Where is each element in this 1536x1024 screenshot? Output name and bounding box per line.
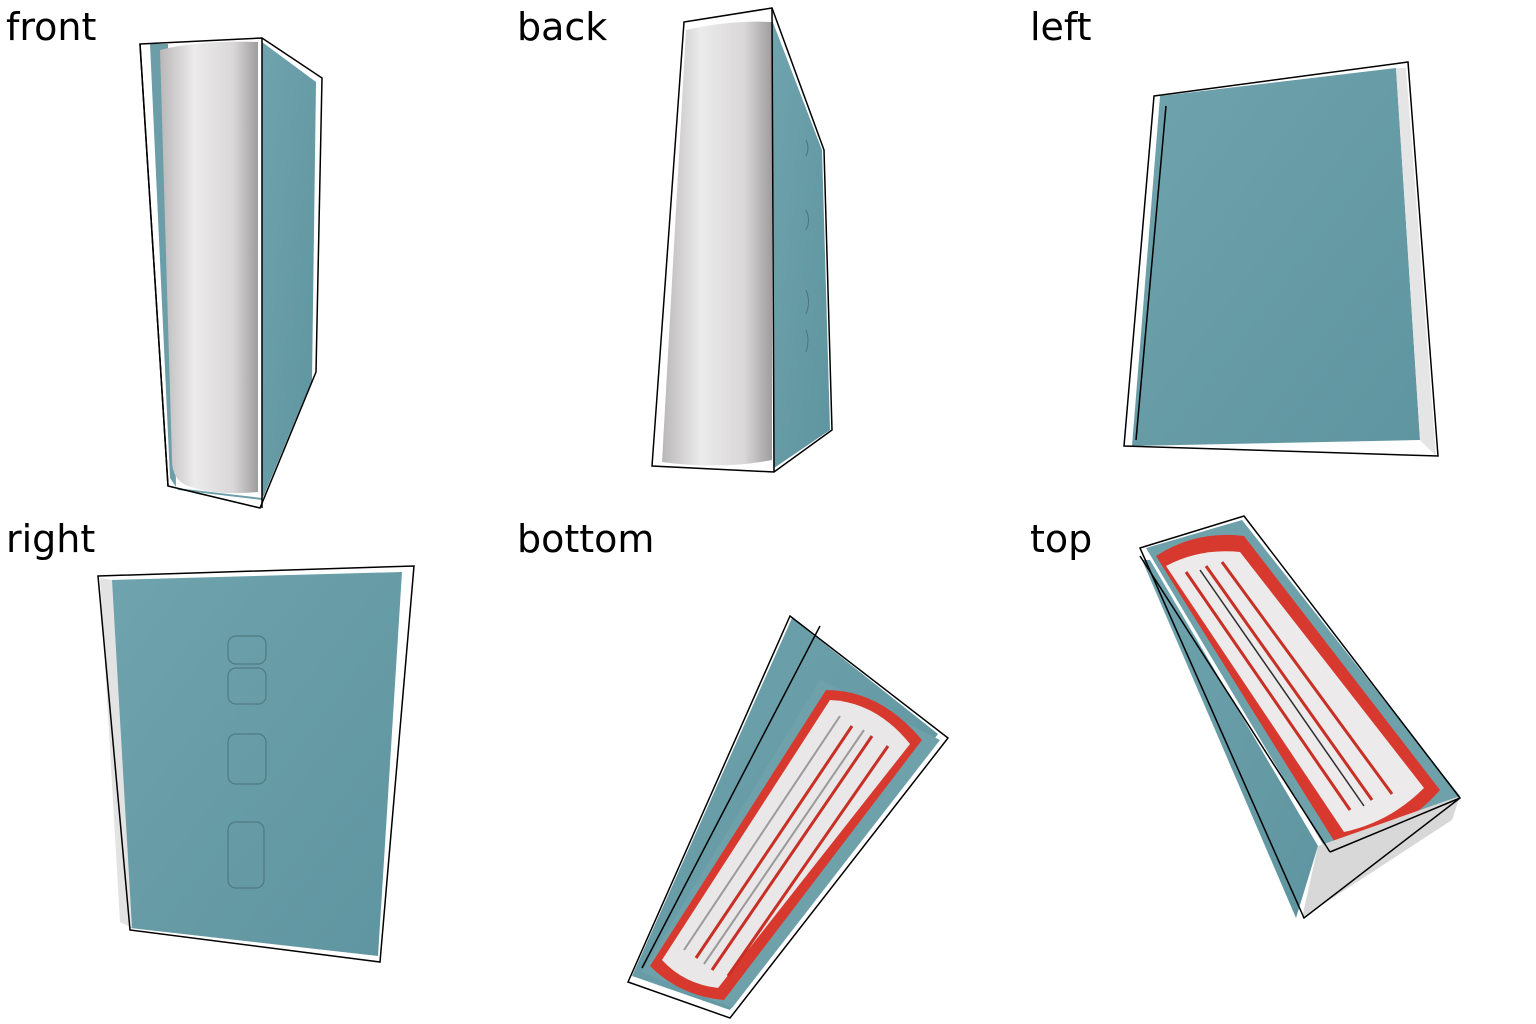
- cover-face: [110, 572, 402, 956]
- bounding-box: [97, 565, 415, 963]
- view-label-back: back: [517, 5, 608, 49]
- view-label-bottom: bottom: [517, 517, 655, 561]
- view-label-left: left: [1030, 5, 1092, 49]
- bounding-box: [1123, 61, 1439, 457]
- cover-side: [262, 42, 316, 500]
- bounding-box: [1138, 515, 1462, 920]
- book-render-right: [97, 565, 415, 963]
- cover-side: [1142, 560, 1318, 918]
- view-label-right: right: [6, 517, 96, 561]
- page-edge: [1396, 68, 1436, 456]
- view-label-front: front: [6, 5, 97, 49]
- book-render-back: [651, 7, 833, 473]
- bounding-box: [651, 7, 833, 473]
- page-edge: [100, 578, 132, 928]
- bounding-box: [139, 37, 323, 509]
- cover-side: [772, 20, 830, 468]
- page-stripes: [694, 725, 890, 977]
- page-stripes: [1184, 561, 1394, 811]
- book-render-bottom: [626, 614, 950, 1019]
- book-render-front: [139, 37, 323, 509]
- page-block: [160, 41, 258, 494]
- book-render-top: [1138, 515, 1462, 920]
- view-label-top: top: [1030, 517, 1093, 561]
- page-block: [662, 21, 772, 466]
- book-render-left: [1123, 61, 1439, 457]
- page-edge-bottom: [1302, 796, 1460, 918]
- embossed-marks: [227, 635, 267, 889]
- cover-face: [1132, 68, 1420, 446]
- bounding-box: [626, 614, 950, 1019]
